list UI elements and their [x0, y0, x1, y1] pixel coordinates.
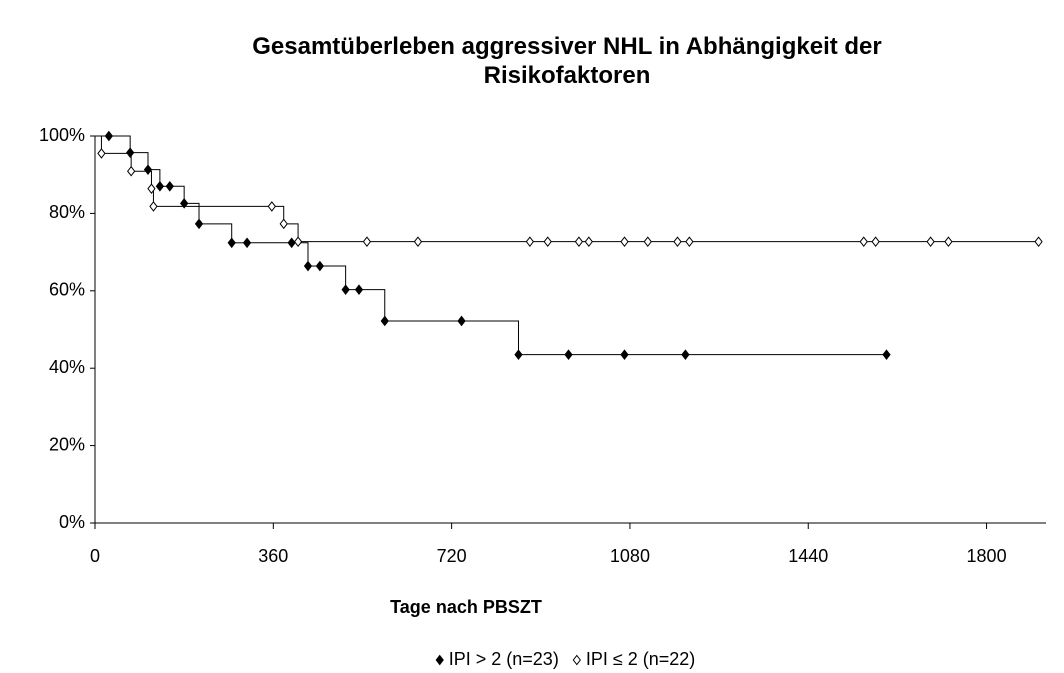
marker [180, 198, 189, 209]
marker [279, 218, 288, 230]
marker [457, 315, 466, 327]
marker [380, 315, 389, 327]
marker [104, 130, 114, 142]
marker [147, 183, 156, 194]
marker [293, 236, 303, 247]
marker [242, 237, 252, 249]
y-tick-label: 20% [49, 434, 85, 454]
x-tick-label: 1080 [610, 546, 650, 566]
marker [882, 349, 891, 360]
survival-step [130, 152, 149, 170]
marker [303, 260, 313, 272]
marker [574, 236, 584, 247]
marker [859, 236, 868, 247]
y-tick-label: 40% [49, 357, 85, 377]
marker [572, 654, 581, 666]
marker [620, 349, 629, 360]
marker [564, 349, 573, 360]
marker [155, 180, 165, 192]
x-axis-label: Tage nach PBSZT [390, 597, 542, 617]
chart-title: Gesamtüberleben aggressiver NHL in Abhän… [252, 33, 882, 89]
survival-step [359, 289, 386, 321]
y-tick-label: 0% [59, 512, 85, 532]
marker [681, 349, 690, 360]
survival-step [101, 152, 132, 172]
marker [944, 236, 953, 247]
survival-step [131, 170, 152, 189]
marker [525, 236, 535, 247]
x-tick-label: 360 [258, 546, 288, 566]
survival-step [169, 185, 185, 204]
legend: IPI > 2 (n=23) IPI ≤ 2 (n=22) [435, 649, 695, 669]
marker [315, 260, 325, 272]
survival-step [108, 135, 131, 153]
marker [354, 284, 364, 295]
marker [126, 147, 135, 158]
marker [1034, 236, 1043, 247]
x-tick-label: 1440 [788, 546, 828, 566]
marker [543, 236, 552, 247]
marker [413, 236, 423, 247]
marker [673, 236, 682, 247]
survival-step [319, 265, 347, 290]
marker [267, 201, 276, 212]
marker [143, 164, 153, 175]
x-tick-label: 0 [90, 546, 100, 566]
marker [435, 654, 444, 666]
marker [643, 236, 652, 247]
survival-step [184, 202, 200, 224]
marker [149, 201, 158, 212]
y-tick-label: 100% [39, 125, 85, 145]
marker [227, 237, 236, 249]
marker [165, 180, 174, 192]
legend-label: IPI ≤ 2 (n=22) [586, 649, 695, 669]
marker [287, 237, 296, 249]
marker [871, 236, 880, 247]
marker [194, 218, 204, 230]
marker [362, 236, 372, 247]
survival-step [461, 320, 519, 355]
survival-step [291, 242, 309, 267]
y-tick-label: 60% [49, 280, 85, 300]
x-tick-label: 720 [437, 546, 467, 566]
survival-step [283, 223, 299, 242]
survival-step [95, 135, 102, 154]
marker [341, 284, 350, 295]
marker [685, 236, 694, 247]
survival-step [199, 223, 233, 243]
marker [127, 165, 136, 177]
marker [97, 148, 106, 159]
marker [584, 236, 593, 247]
marker [926, 236, 935, 247]
x-tick-label: 1800 [967, 546, 1007, 566]
y-tick-label: 80% [49, 202, 85, 222]
legend-label: IPI > 2 (n=23) [449, 649, 559, 669]
marker [514, 349, 523, 360]
marker [620, 236, 629, 247]
